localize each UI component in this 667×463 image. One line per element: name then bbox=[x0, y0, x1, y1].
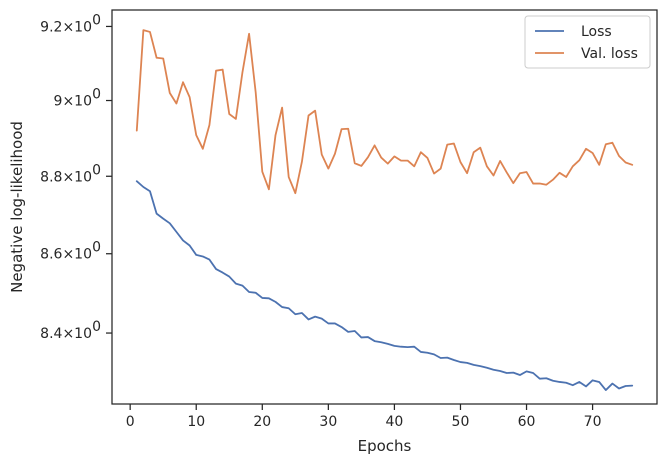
y-tick-times: × bbox=[62, 94, 74, 110]
y-tick-mantissa: 8.4 bbox=[40, 326, 62, 342]
y-tick-exponent: 0 bbox=[92, 319, 101, 335]
x-tick-label: 70 bbox=[584, 414, 602, 430]
x-tick-label: 10 bbox=[187, 414, 205, 430]
y-tick-label: 8.6×10 0 bbox=[40, 240, 101, 263]
y-tick-label-mantissa: 8.4×10 bbox=[40, 326, 92, 342]
x-tick-label: 0 bbox=[126, 414, 135, 430]
y-tick-mantissa: 8.8 bbox=[40, 169, 62, 185]
x-tick-label: 50 bbox=[452, 414, 470, 430]
y-tick-exponent: 0 bbox=[92, 162, 101, 178]
legend: Loss Val. loss bbox=[524, 15, 651, 69]
y-tick-label-mantissa: 8.8×10 bbox=[40, 169, 92, 185]
legend-label-val-loss: Val. loss bbox=[581, 46, 638, 62]
y-tick-label-mantissa: 8.6×10 bbox=[40, 247, 92, 263]
series-layer bbox=[135, 29, 634, 392]
y-axis-title: Negative log-likelihood bbox=[8, 121, 26, 293]
y-tick-label: 8.4×10 0 bbox=[40, 319, 101, 342]
x-tick-label: 20 bbox=[253, 414, 271, 430]
plot-frame bbox=[111, 9, 658, 405]
y-tick-times: × bbox=[62, 169, 74, 185]
y-tick-base: 10 bbox=[74, 94, 92, 110]
y-tick-exponent: 0 bbox=[92, 12, 101, 28]
y-tick-exponent: 0 bbox=[92, 240, 101, 256]
y-tick-label-mantissa: 9×10 bbox=[54, 94, 92, 110]
series-line-val-loss bbox=[135, 29, 634, 195]
x-tick-label: 60 bbox=[518, 414, 536, 430]
y-tick-base: 10 bbox=[74, 247, 92, 263]
x-tick-label: 40 bbox=[385, 414, 403, 430]
y-tick-base: 10 bbox=[74, 169, 92, 185]
y-tick-mantissa: 9 bbox=[54, 94, 63, 110]
y-tick-label: 9.2×10 0 bbox=[40, 12, 101, 35]
y-tick-times: × bbox=[62, 247, 74, 263]
y-tick-label-mantissa: 9.2×10 bbox=[40, 19, 92, 35]
x-axis-title: Epochs bbox=[358, 437, 412, 455]
y-tick-label: 8.8×10 0 bbox=[40, 162, 101, 185]
y-axis: 8.4×10 08.6×10 08.8×10 09×10 09.2×10 0 bbox=[40, 12, 112, 342]
y-tick-times: × bbox=[62, 326, 74, 342]
x-axis: 0 10 20 30 40 50 60 70 bbox=[126, 404, 602, 430]
x-tick-label: 30 bbox=[319, 414, 337, 430]
y-tick-mantissa: 8.6 bbox=[40, 247, 62, 263]
y-tick-mantissa: 9.2 bbox=[40, 19, 62, 35]
legend-label-loss: Loss bbox=[581, 24, 612, 40]
y-tick-label: 9×10 0 bbox=[54, 87, 101, 110]
y-tick-base: 10 bbox=[74, 19, 92, 35]
y-tick-base: 10 bbox=[74, 326, 92, 342]
series-line-loss bbox=[135, 180, 634, 392]
y-tick-times: × bbox=[62, 19, 74, 35]
legend-box bbox=[524, 15, 651, 69]
y-tick-exponent: 0 bbox=[92, 87, 101, 103]
